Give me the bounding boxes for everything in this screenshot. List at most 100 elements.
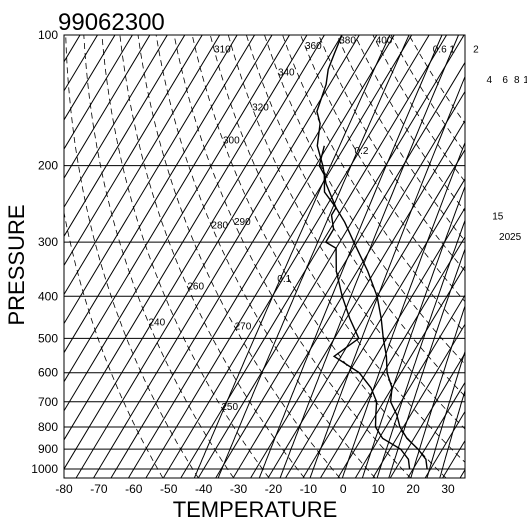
mixing-ratio-label: 25 bbox=[510, 232, 522, 243]
x-tick-label: -60 bbox=[125, 482, 143, 496]
isotherm-line bbox=[64, 35, 151, 180]
dry-adiabat-label: 270 bbox=[235, 322, 252, 333]
isotherm-line bbox=[110, 35, 378, 478]
isotherm-line bbox=[64, 35, 203, 267]
mixing-ratio-line bbox=[361, 185, 465, 478]
dry-adiabat-line bbox=[137, 35, 341, 478]
dry-adiabat-label: 260 bbox=[187, 282, 204, 293]
y-tick-label: 800 bbox=[38, 420, 58, 434]
isotherm-line bbox=[180, 35, 448, 478]
isotherm-line bbox=[64, 35, 273, 383]
y-tick-label: 700 bbox=[38, 395, 58, 409]
isotherm-line bbox=[302, 206, 465, 478]
isotherm-line bbox=[127, 35, 395, 478]
mixing-ratio-label: 10 bbox=[523, 75, 527, 86]
isotherm-line bbox=[459, 468, 465, 478]
mixing-ratio-line bbox=[258, 35, 443, 478]
dry-adiabat-line bbox=[65, 35, 199, 478]
isotherm-line bbox=[64, 35, 168, 209]
x-axis-title: TEMPERATURE bbox=[173, 497, 338, 522]
sounding-trace bbox=[318, 145, 411, 470]
dry-adiabat-line bbox=[101, 35, 270, 478]
mixing-ratio-line bbox=[410, 304, 465, 478]
x-tick-label: 10 bbox=[372, 482, 386, 496]
dry-adiabat-line bbox=[155, 35, 376, 478]
isotherm-line bbox=[64, 35, 290, 412]
dry-adiabat-line bbox=[246, 35, 465, 397]
dry-adiabat-label: 250 bbox=[221, 402, 238, 413]
isotherm-line bbox=[64, 35, 308, 441]
mixing-ratio-label: 6 bbox=[502, 75, 508, 86]
x-tick-label: -50 bbox=[160, 482, 178, 496]
isotherm-line bbox=[92, 35, 360, 478]
x-tick-label: -30 bbox=[230, 482, 248, 496]
y-tick-label: 100 bbox=[38, 28, 58, 42]
plot-frame bbox=[63, 34, 466, 479]
x-tick-label: -80 bbox=[55, 482, 73, 496]
dry-adiabat-line bbox=[64, 210, 164, 478]
mixing-ratio-line bbox=[439, 389, 465, 478]
mixing-ratio-line bbox=[309, 75, 465, 478]
isotherm-line bbox=[389, 352, 465, 478]
y-tick-label: 600 bbox=[38, 366, 58, 380]
dry-adiabat-label: 400 bbox=[376, 36, 393, 47]
dry-adiabat-label: 300 bbox=[223, 135, 240, 146]
dry-adiabat-label: 280 bbox=[211, 221, 228, 232]
isotherm-line bbox=[477, 35, 527, 478]
isotherm-line bbox=[407, 381, 465, 478]
x-tick-label: -40 bbox=[195, 482, 213, 496]
y-axis-title: PRESSURE bbox=[4, 204, 29, 325]
dry-adiabat-label: 240 bbox=[149, 318, 166, 329]
mixing-ratio-line bbox=[376, 219, 465, 478]
dry-adiabat-line bbox=[83, 35, 235, 478]
dry-adiabat-line bbox=[173, 35, 412, 478]
chart-title: 99062300 bbox=[58, 9, 165, 36]
y-tick-label: 400 bbox=[38, 289, 58, 303]
dry-adiabat-line bbox=[408, 35, 465, 125]
mixing-ratio-label: 4 bbox=[486, 75, 492, 86]
mixing-ratio-label: 1 bbox=[449, 45, 455, 56]
dry-adiabat-label: 320 bbox=[252, 103, 269, 114]
mixing-ratio-label: 0.6 bbox=[433, 45, 447, 56]
dry-adiabat-line bbox=[300, 35, 465, 303]
dry-adiabat-line bbox=[227, 35, 465, 430]
mixing-ratio-label: 15 bbox=[492, 212, 504, 223]
isotherm-line bbox=[424, 410, 465, 478]
dry-adiabat-line bbox=[119, 35, 305, 478]
isotherm-line bbox=[354, 294, 465, 478]
isotherm-line bbox=[64, 35, 256, 354]
dry-adiabat-label: 310 bbox=[214, 45, 231, 56]
isotherm-line bbox=[64, 35, 133, 150]
mixing-ratio-label: 2 bbox=[473, 45, 479, 56]
isotherm-line bbox=[64, 35, 186, 238]
dry-adiabat-label: 290 bbox=[234, 217, 251, 228]
mixing-ratio-line bbox=[388, 247, 465, 478]
isotherm-line bbox=[267, 148, 465, 478]
y-tick-label: 500 bbox=[38, 331, 58, 345]
mixing-ratio-label: 8 bbox=[514, 75, 520, 86]
y-tick-label: 200 bbox=[38, 159, 58, 173]
isotherm-line bbox=[145, 35, 413, 478]
y-tick-label: 300 bbox=[38, 235, 58, 249]
mixing-ratio-label: 20 bbox=[499, 232, 511, 243]
isotherm-line bbox=[75, 35, 343, 478]
isotherm-line bbox=[197, 35, 465, 478]
isotherm-line bbox=[284, 177, 465, 478]
isotherm-line bbox=[250, 119, 465, 478]
mixing-ratio-label: 0.1 bbox=[277, 274, 291, 285]
isotherm-line bbox=[337, 265, 465, 478]
mixing-ratio-label: 0.2 bbox=[355, 146, 369, 157]
x-tick-label: 0 bbox=[340, 482, 347, 496]
dry-adiabat-label: 340 bbox=[278, 67, 295, 78]
dry-adiabat-label: 380 bbox=[339, 36, 356, 47]
dry-adiabat-line bbox=[336, 35, 465, 242]
sounding-trace bbox=[316, 35, 428, 470]
x-tick-label: -20 bbox=[265, 482, 283, 496]
dry-adiabat-label: 360 bbox=[305, 41, 322, 52]
x-tick-label: -10 bbox=[300, 482, 318, 496]
dry-adiabat-line bbox=[318, 35, 465, 272]
mixing-ratio-line bbox=[217, 35, 410, 478]
isotherm-line bbox=[64, 35, 325, 470]
dry-adiabat-line bbox=[209, 35, 465, 463]
